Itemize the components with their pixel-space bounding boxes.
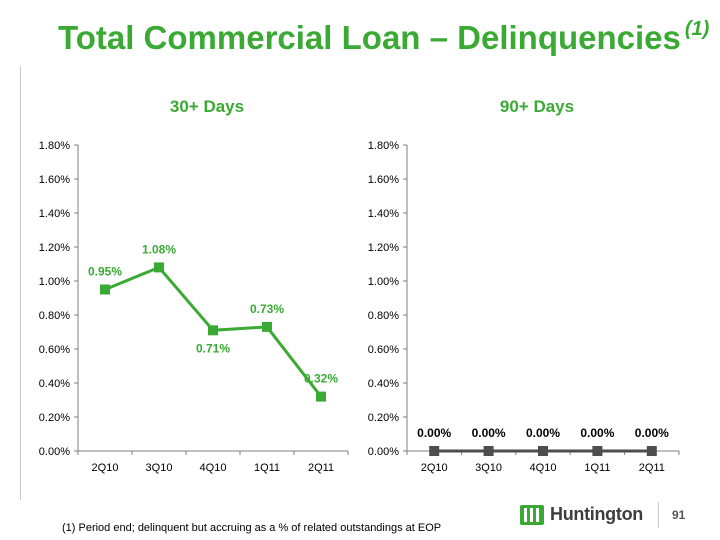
brand-logo: Huntington	[520, 503, 650, 529]
chart-title-90-days: 90+ Days	[499, 97, 575, 116]
footnote: (1) Period end; delinquent but accruing …	[62, 522, 442, 534]
data-label: 1.08%	[142, 242, 176, 256]
data-point-marker	[538, 446, 548, 456]
data-point-marker	[262, 321, 272, 332]
y-tick-label: 1.20%	[368, 242, 399, 254]
data-label: 0.00%	[526, 426, 560, 440]
y-tick-label: 0.00%	[39, 446, 70, 458]
data-point-marker	[483, 446, 494, 456]
data-point-marker	[316, 391, 326, 402]
y-tick-label: 1.40%	[39, 208, 70, 220]
y-tick-label: 0.60%	[368, 344, 399, 356]
footer-divider	[658, 502, 659, 528]
data-point-marker	[429, 446, 440, 456]
y-tick-label: 1.40%	[368, 208, 399, 220]
logo-text: Huntington	[550, 504, 643, 524]
data-point-marker	[208, 325, 218, 336]
x-tick-label: 2Q10	[92, 462, 119, 474]
chart-title-30-days: 30+ Days	[169, 97, 245, 116]
huntington-logo-icon	[520, 505, 544, 525]
y-tick-label: 0.80%	[368, 310, 399, 322]
page-number: 91	[672, 508, 686, 522]
x-tick-label: 3Q10	[475, 462, 502, 474]
x-tick-label: 3Q10	[146, 462, 173, 474]
x-tick-label: 1Q11	[254, 462, 280, 474]
y-tick-label: 0.60%	[39, 344, 70, 356]
x-tick-label: 1Q11	[584, 462, 610, 474]
x-tick-label: 2Q10	[421, 462, 448, 474]
y-tick-label: 0.20%	[39, 412, 70, 424]
data-label: 0.32%	[304, 372, 338, 386]
y-tick-label: 1.80%	[39, 140, 70, 152]
x-tick-label: 4Q10	[530, 462, 557, 474]
y-tick-label: 1.80%	[368, 140, 399, 152]
data-point-marker	[592, 446, 603, 456]
data-label: 0.00%	[635, 426, 669, 440]
y-tick-label: 1.00%	[368, 276, 399, 288]
y-tick-label: 1.00%	[39, 276, 70, 288]
page-title: Total Commercial Loan – Delinquencies (1)	[58, 18, 709, 57]
data-point-marker	[100, 284, 110, 295]
data-label: 0.00%	[580, 426, 614, 440]
data-point-marker	[646, 446, 657, 456]
data-label: 0.00%	[472, 426, 506, 440]
y-tick-label: 0.00%	[368, 446, 399, 458]
title-footnote-marker: (1)	[684, 18, 710, 40]
y-tick-label: 1.20%	[39, 242, 70, 254]
y-tick-label: 1.60%	[39, 174, 70, 186]
data-label: 0.71%	[196, 341, 230, 355]
left-frame-line	[20, 66, 21, 500]
x-tick-label: 2Q11	[308, 462, 334, 474]
data-label: 0.73%	[250, 302, 284, 316]
y-tick-label: 0.40%	[39, 378, 70, 390]
title-text: Total Commercial Loan – Delinquencies	[58, 19, 681, 56]
data-label: 0.95%	[88, 265, 122, 279]
data-label: 0.00%	[417, 426, 451, 440]
y-tick-label: 0.20%	[368, 412, 399, 424]
data-point-marker	[154, 262, 164, 273]
y-tick-label: 0.40%	[368, 378, 399, 390]
y-tick-label: 1.60%	[368, 174, 399, 186]
x-tick-label: 4Q10	[200, 462, 227, 474]
x-tick-label: 2Q11	[639, 462, 665, 474]
y-tick-label: 0.80%	[39, 310, 70, 322]
